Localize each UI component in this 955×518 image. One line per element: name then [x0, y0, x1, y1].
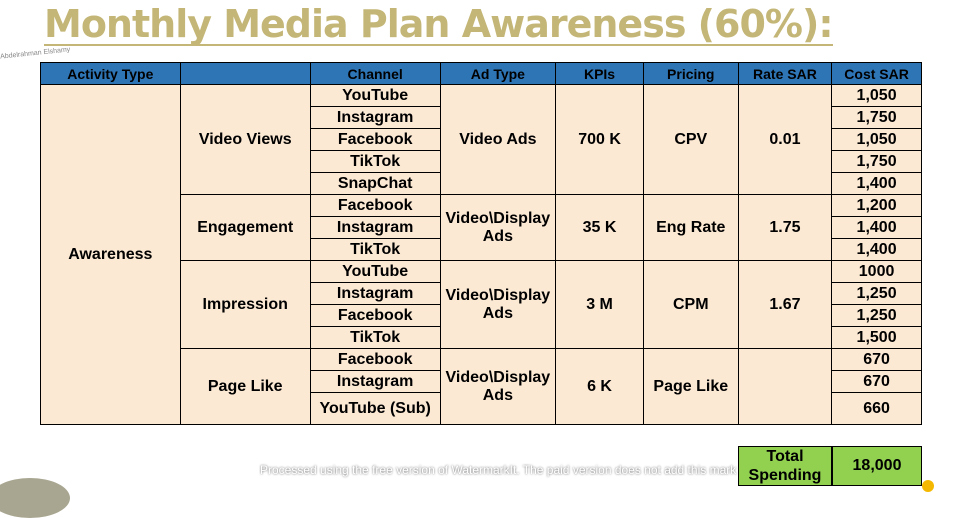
- channel-cell: Instagram: [309, 282, 441, 305]
- channel-cell: TikTok: [309, 326, 441, 349]
- ad-type-cell: Video Ads: [439, 84, 557, 195]
- pricing-cell: CPV: [642, 84, 739, 195]
- rate-cell: 1.67: [737, 260, 833, 349]
- page-title: Monthly Media Plan Awareness (60%):: [44, 2, 834, 46]
- objective-cell: Video Views: [179, 84, 311, 195]
- channel-cell: TikTok: [309, 150, 441, 173]
- watermark-text: Processed using the free version of Wate…: [260, 463, 737, 477]
- table-row: Page Like Facebook Video\Display Ads 6 K Pag…: [41, 348, 922, 425]
- channel-cell: TikTok: [309, 238, 441, 261]
- channel-cell: Instagram: [309, 106, 441, 129]
- table-row: Instagram 670: [41, 370, 922, 393]
- channel-cell: Facebook: [309, 194, 441, 217]
- ad-type-cell: Video\Display Ads: [439, 260, 557, 349]
- channel-cell: Instagram: [309, 370, 441, 393]
- cost-cell: 1,750: [831, 150, 922, 173]
- decorative-dot: [922, 480, 934, 492]
- kpi-cell: 35 K: [555, 194, 644, 261]
- channel-cell: Instagram: [309, 216, 441, 239]
- header-cell: Channel: [309, 62, 441, 85]
- header-cell: Ad Type: [439, 62, 557, 85]
- author-watermark: Abdelrahman Elshamy: [0, 46, 71, 61]
- table-row: Facebook 1,250: [41, 304, 922, 327]
- header-cell: KPIs: [555, 62, 644, 85]
- table-row: Instagram 1,250: [41, 282, 922, 305]
- cost-cell: 1,500: [831, 326, 922, 349]
- total-spending-label: Total Spending: [738, 446, 832, 486]
- pricing-cell: Page Like: [642, 348, 739, 425]
- cost-cell: 1,050: [831, 84, 922, 107]
- kpi-cell: 3 M: [555, 260, 644, 349]
- pricing-cell: Eng Rate: [642, 194, 739, 261]
- cost-cell: 1,750: [831, 106, 922, 129]
- header-cell: Rate SAR: [737, 62, 833, 85]
- table-row: Impression YouTube Video\Display Ads 3 M CPM…: [41, 260, 922, 349]
- header-cell: Pricing: [642, 62, 739, 85]
- channel-cell: Facebook: [309, 128, 441, 151]
- objective-cell: Engagement: [179, 194, 311, 261]
- header-cell: [179, 62, 311, 85]
- total-spending-value: 18,000: [832, 446, 922, 486]
- cost-cell: 1,400: [831, 238, 922, 261]
- cost-cell: 670: [831, 370, 922, 393]
- kpi-cell: 6 K: [555, 348, 644, 425]
- media-plan-table: Activity Type Channel Ad Type KPIs Pricing Ra…: [40, 62, 922, 425]
- cost-cell: 1,050: [831, 128, 922, 151]
- channel-cell: YouTube: [309, 260, 441, 283]
- cost-cell: 1,200: [831, 194, 922, 217]
- table-row: TikTok 1,500: [41, 326, 922, 349]
- channel-cell: SnapChat: [309, 172, 441, 195]
- channel-cell: Facebook: [309, 304, 441, 327]
- cost-cell: 1,400: [831, 216, 922, 239]
- table-row: YouTube (Sub) 660: [41, 392, 922, 425]
- table-row: Awareness Video Views YouTube Video Ads 700 …: [40, 84, 922, 425]
- table-row: TikTok 1,750: [41, 150, 922, 173]
- objective-cell: Impression: [179, 260, 311, 349]
- cost-cell: 1,250: [831, 282, 922, 305]
- table-row: Instagram 1,400: [41, 216, 922, 239]
- kpi-cell: 700 K: [555, 84, 644, 195]
- rate-cell: [737, 348, 833, 425]
- pricing-cell: CPM: [642, 260, 739, 349]
- cost-cell: 1000: [831, 260, 922, 283]
- cost-cell: 660: [831, 392, 922, 425]
- cost-cell: 1,400: [831, 172, 922, 195]
- table-row: Instagram 1,750: [41, 106, 922, 129]
- channel-cell: YouTube: [309, 84, 441, 107]
- channel-cell: Facebook: [309, 348, 441, 371]
- objective-cell: Page Like: [179, 348, 311, 425]
- table-row: Facebook 1,050: [41, 128, 922, 151]
- cost-cell: 670: [831, 348, 922, 371]
- ad-type-cell: Video\Display Ads: [439, 194, 557, 261]
- ad-type-cell: Video\Display Ads: [439, 348, 557, 425]
- logo-circle: [0, 478, 70, 518]
- table-header: Activity Type Channel Ad Type KPIs Pricing Ra…: [40, 62, 922, 85]
- rate-cell: 1.75: [737, 194, 833, 261]
- cost-cell: 1,250: [831, 304, 922, 327]
- header-cell: Activity Type: [40, 62, 181, 85]
- activity-type-cell: Awareness: [40, 84, 181, 425]
- channel-cell: YouTube (Sub): [309, 392, 441, 425]
- rate-cell: 0.01: [737, 84, 833, 195]
- header-cell: Cost SAR: [831, 62, 922, 85]
